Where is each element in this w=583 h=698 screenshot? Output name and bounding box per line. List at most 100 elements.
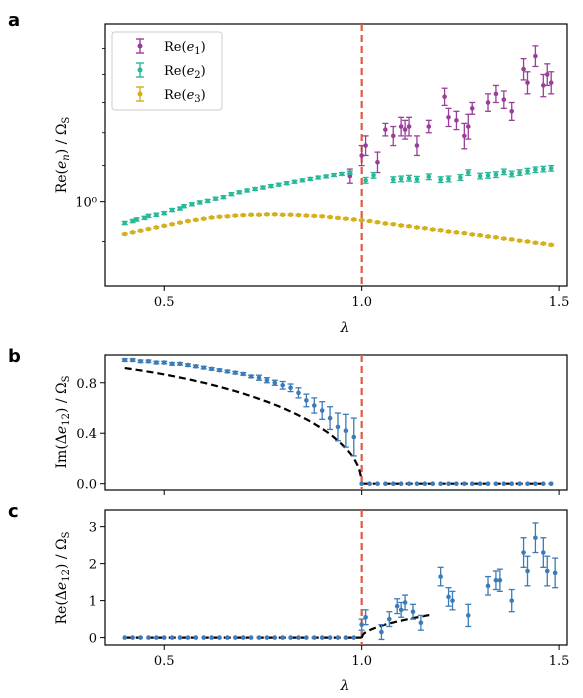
- panel-a-series-1-point: [196, 200, 203, 205]
- panel-a-series-2-point: [374, 219, 381, 225]
- panel-a-series-2-point: [129, 230, 136, 235]
- panel-a-series-1-point: [291, 179, 298, 185]
- panel-a-series-2-point: [184, 218, 191, 224]
- panel-b-series-0-point: [263, 377, 270, 384]
- panel-a-series-2-point: [319, 213, 326, 219]
- panel-c-xtick-label: 1.5: [549, 654, 570, 669]
- svg-text:Re(e2): Re(e2): [164, 64, 206, 81]
- panel-a-series-0-point: [358, 144, 365, 167]
- panel-b-series-0-point: [334, 412, 341, 442]
- panel-c-series-0-point: [378, 624, 385, 641]
- panel-a-series-0-point: [406, 116, 413, 137]
- panel-b-series-0-point: [430, 481, 436, 486]
- panel-a-series-2-point: [208, 215, 215, 220]
- panel-a-series-2-point: [295, 212, 302, 218]
- panel-b-ylabel: Im(Δe12) / ΩS: [54, 375, 72, 468]
- panel-a-series-1-point: [307, 176, 314, 182]
- panel-a-series-2-point: [137, 228, 144, 234]
- panel-c-ytick-label: 1: [89, 595, 97, 610]
- panel-b-series-0-point: [327, 406, 334, 431]
- panel-a-series-1-point: [398, 175, 405, 183]
- panel-a-series-1-point: [406, 174, 413, 182]
- panel-a-series-1-point: [283, 180, 290, 186]
- panel-a-series-1-point: [346, 170, 353, 175]
- panel-c-ytick-label: 3: [89, 521, 97, 536]
- panel-b-series-0-point: [406, 481, 412, 486]
- panel-c-series-0-point: [209, 635, 214, 640]
- panel-b-series-0-point: [477, 481, 483, 486]
- legend-entry-2: Re(e2): [136, 62, 206, 81]
- panel-a-series-0-point: [374, 151, 381, 174]
- panel-a-series-1-point: [220, 194, 227, 200]
- panel-a-series-2-point: [548, 242, 555, 248]
- panel-a-series-1-point: [540, 165, 547, 173]
- panel-a-series-1-point: [508, 170, 515, 178]
- panel-a-series-1-point: [331, 172, 338, 178]
- panel-a-series-2-point: [413, 225, 420, 230]
- panel-a-series-2-point: [263, 212, 270, 217]
- panel-b-series-0-point: [121, 357, 128, 363]
- panel-a-series-2-point: [271, 212, 278, 217]
- panel-c-series-0-point: [351, 635, 357, 640]
- panel-a-series-2-point: [524, 239, 531, 244]
- panel-c-series-0-point: [138, 635, 143, 640]
- panel-letter-c: c: [8, 501, 19, 522]
- panel-b-series-0-point: [485, 481, 491, 486]
- panel-b-ytick-label: 0.0: [76, 478, 97, 493]
- panel-a-series-1-point: [275, 182, 282, 187]
- panel-a-series-0-point: [548, 71, 555, 95]
- panel-a-series-2-point: [177, 220, 184, 225]
- panel-b-series-0-point: [350, 417, 357, 457]
- panel-b-series-0-point: [493, 481, 499, 486]
- panel-b-series-0-point: [462, 481, 467, 486]
- panel-b-series-0-point: [517, 481, 522, 486]
- panel-c-series-0-point: [233, 635, 238, 640]
- panel-a-series-1-point: [169, 207, 176, 213]
- panel-b-series-0-point: [375, 481, 380, 486]
- panel-a-series-0-point: [508, 101, 515, 121]
- panel-a-series-0-point: [520, 57, 527, 81]
- panel-c-series-0-point: [386, 611, 393, 628]
- panel-c-series-0-point: [358, 618, 365, 631]
- panel-a-series-1-point: [492, 171, 499, 179]
- panel-c-series-0-point: [304, 635, 309, 640]
- panel-c-series-0-point: [280, 635, 285, 640]
- panel-a-series-2-point: [240, 212, 247, 218]
- panel-c-series-0-point: [264, 635, 270, 640]
- panel-c-series-0-point: [248, 635, 254, 640]
- panel-a-series-2-point: [453, 230, 460, 235]
- panel-a-series-2-point: [421, 225, 428, 231]
- panel-a-series-1-point: [437, 176, 444, 184]
- panel-a-series-1-point: [133, 217, 140, 222]
- panel-b-series-0-point: [422, 481, 428, 486]
- panel-a-series-2-point: [350, 217, 357, 222]
- panel-b-ytick-label: 0.4: [76, 427, 97, 442]
- panel-a-series-1-point: [362, 176, 369, 184]
- panel-letter-b: b: [8, 346, 21, 367]
- svg-text:Re(e1): Re(e1): [164, 40, 206, 57]
- panel-a-series-2-point: [366, 218, 373, 224]
- panel-a-series-2-point: [169, 221, 176, 227]
- panel-a-series-2-point: [216, 214, 223, 219]
- panel-a-series-2-point: [508, 237, 515, 242]
- panel-a-series-2-point: [232, 213, 239, 218]
- panel-a-series-0-point: [524, 71, 531, 95]
- panel-c-series-0-point: [540, 537, 547, 568]
- panel-a-series-2-point: [342, 216, 349, 221]
- panel-b-series-0-point: [541, 481, 546, 486]
- panel-b-series-0-point: [137, 359, 144, 364]
- panel-b-series-0-point: [342, 413, 349, 448]
- panel-c-series-0-point: [288, 635, 293, 640]
- panel-a-series-0-point: [382, 122, 389, 137]
- panel-b-series-0-point: [469, 481, 475, 486]
- svg-text:Re(e3): Re(e3): [164, 88, 206, 105]
- panel-a-series-0-point: [413, 135, 420, 157]
- panel-b-series-0-point: [216, 367, 223, 373]
- panel-a-series-1-point: [323, 174, 330, 179]
- panel-a-series-1-point: [390, 176, 397, 184]
- panel-a-series-0-point: [445, 107, 452, 128]
- panel-a-series-0-point: [441, 87, 448, 107]
- panel-b-series-0-point: [383, 481, 388, 486]
- panel-b-series-0-point: [390, 481, 396, 486]
- panel-a-series-2-point: [390, 221, 397, 227]
